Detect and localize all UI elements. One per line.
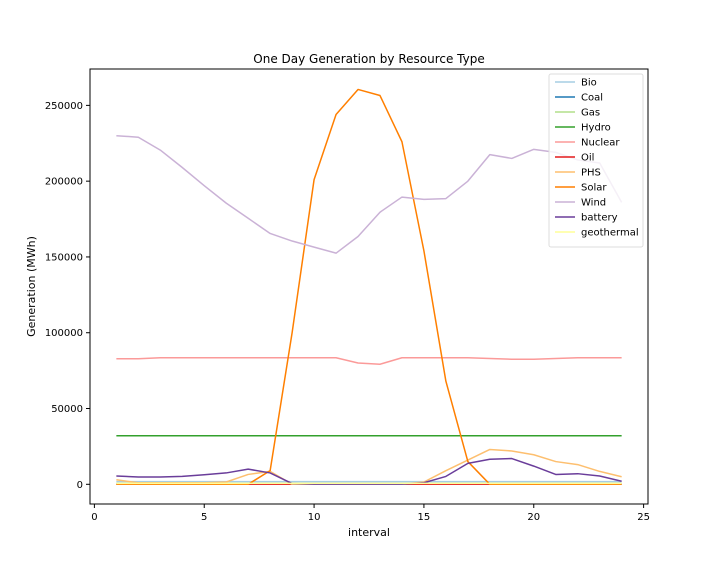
- legend-label-phs: PHS: [581, 168, 601, 179]
- series-layer: [116, 88, 623, 486]
- series-line-wind: [116, 134, 623, 254]
- x-axis-title: interval: [348, 526, 390, 539]
- y-tick-label: 250000: [45, 101, 83, 112]
- x-tick-label: 20: [527, 512, 540, 523]
- y-tick-label: 100000: [45, 328, 83, 339]
- x-tick-label: 15: [418, 512, 431, 523]
- legend-label-battery: battery: [581, 213, 618, 224]
- legend-label-coal: Coal: [581, 93, 603, 104]
- legend-label-bio: Bio: [581, 78, 597, 89]
- legend-label-solar: Solar: [581, 183, 607, 194]
- chart-title: One Day Generation by Resource Type: [253, 52, 484, 66]
- legend-label-oil: Oil: [581, 153, 594, 164]
- legend-box: [548, 73, 644, 248]
- x-tick-label: 10: [308, 512, 321, 523]
- y-axis-title: Generation (MWh): [25, 236, 38, 337]
- legend: Bio Coal Gas Hydro Nuclear Oil PHS Solar Wind bat…: [548, 73, 644, 248]
- legend-label-nuclear: Nuclear: [581, 138, 620, 149]
- plot-frame: [89, 68, 649, 505]
- legend-label-geothermal: geothermal: [581, 228, 639, 239]
- y-tick-label: 200000: [45, 177, 83, 188]
- y-tick-label: 50000: [51, 404, 83, 415]
- x-tick-label: 5: [201, 512, 207, 523]
- y-axis: 0 50000 100000 150000 200000 250000: [45, 101, 90, 491]
- series-line-battery: [116, 457, 622, 486]
- series-line-nuclear: [116, 356, 622, 365]
- legend-label-hydro: Hydro: [581, 123, 611, 134]
- x-axis: 0 5 10 15 20 25: [91, 504, 650, 523]
- legend-label-gas: Gas: [581, 108, 600, 119]
- x-tick-label: 25: [637, 512, 650, 523]
- series-line-solar: [116, 88, 622, 486]
- y-tick-label: 0: [77, 480, 83, 491]
- y-tick-label: 150000: [45, 252, 83, 263]
- x-tick-label: 0: [91, 512, 97, 523]
- legend-label-wind: Wind: [581, 198, 606, 209]
